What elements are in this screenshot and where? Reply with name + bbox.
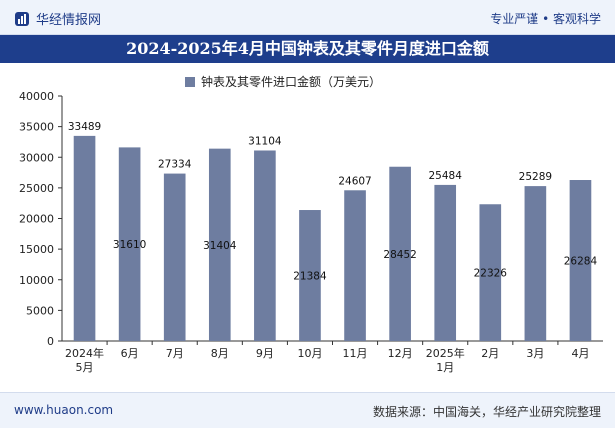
y-tick-label: 15000 — [19, 243, 54, 256]
legend-label: 钟表及其零件进口金额（万美元） — [201, 74, 381, 89]
footer-url[interactable]: www.huaon.com — [14, 403, 114, 417]
bar[interactable] — [344, 190, 366, 341]
data-labels: 33489 31610 27334 31404 31104 21384 24607 28452… — [68, 121, 598, 283]
legend: 钟表及其零件进口金额（万美元） — [185, 74, 381, 89]
data-label: 31404 — [203, 240, 237, 252]
bar[interactable] — [299, 210, 321, 341]
brand-logo-icon — [15, 11, 29, 26]
bar-chart: 钟表及其零件进口金额（万美元） 0 5000 10000 15000 20000 2500… — [19, 74, 603, 374]
y-tick-label: 30000 — [19, 151, 54, 164]
bar[interactable] — [118, 147, 141, 341]
bar[interactable] — [569, 180, 592, 341]
legend-swatch — [185, 77, 195, 87]
x-tick-label: 11月 — [343, 347, 368, 360]
bar[interactable] — [254, 150, 276, 341]
x-tick-label: 3月 — [526, 347, 544, 360]
bar[interactable] — [389, 166, 411, 341]
y-tick-label: 0 — [47, 335, 54, 348]
brand[interactable]: 华经情报网 — [14, 9, 101, 28]
data-label: 25289 — [519, 171, 552, 183]
x-tick-label: 4月 — [571, 347, 589, 360]
bar[interactable] — [163, 173, 186, 341]
x-tick-label: 6月 — [121, 347, 139, 360]
y-tick-label: 10000 — [19, 274, 54, 287]
brand-name: 华经情报网 — [36, 13, 102, 28]
x-tick-label: 2024年 — [65, 346, 104, 360]
x-tick-label: 12月 — [388, 347, 413, 360]
y-tick-label: 35000 — [19, 121, 54, 134]
x-tick-label: 2月 — [481, 347, 499, 360]
x-tick-label: 5月 — [76, 361, 94, 374]
bar[interactable] — [524, 186, 547, 341]
data-label: 24607 — [338, 175, 371, 187]
footer: www.huaon.com 数据来源：中国海关，华经产业研究院整理 — [0, 392, 615, 428]
data-label: 33489 — [68, 121, 101, 133]
data-label: 31610 — [113, 239, 146, 251]
data-label: 28452 — [383, 249, 416, 261]
bar[interactable] — [434, 184, 457, 341]
top-bar: 华经情报网 专业严谨 • 客观科学 — [0, 0, 615, 35]
x-tick-label: 10月 — [297, 347, 322, 360]
x-tick-label: 2025年 — [426, 346, 465, 360]
y-tick-label: 20000 — [19, 213, 54, 226]
data-label: 31104 — [248, 135, 282, 147]
bar[interactable] — [208, 148, 231, 341]
chart-title: 2024-2025年4月中国钟表及其零件月度进口金额 — [0, 35, 615, 63]
y-tick-label: 40000 — [19, 90, 54, 103]
axes: 0 5000 10000 15000 20000 25000 30000 35000 40000… — [19, 90, 603, 374]
x-tick-label: 9月 — [256, 347, 274, 360]
data-label: 27334 — [158, 159, 192, 171]
data-label: 21384 — [293, 271, 327, 283]
x-tick-label: 1月 — [436, 361, 454, 374]
footer-source: 数据来源：中国海关，华经产业研究院整理 — [372, 405, 601, 419]
data-label: 26284 — [564, 256, 598, 268]
bars — [73, 135, 592, 341]
bar[interactable] — [73, 135, 96, 341]
data-label: 22326 — [474, 268, 508, 280]
y-tick-label: 25000 — [19, 182, 54, 195]
x-tick-label: 8月 — [211, 347, 229, 360]
data-label: 25484 — [429, 170, 463, 182]
tagline: 专业严谨 • 客观科学 — [490, 12, 601, 26]
x-tick-label: 7月 — [166, 347, 184, 360]
bar[interactable] — [479, 204, 502, 341]
y-tick-label: 5000 — [26, 304, 54, 317]
